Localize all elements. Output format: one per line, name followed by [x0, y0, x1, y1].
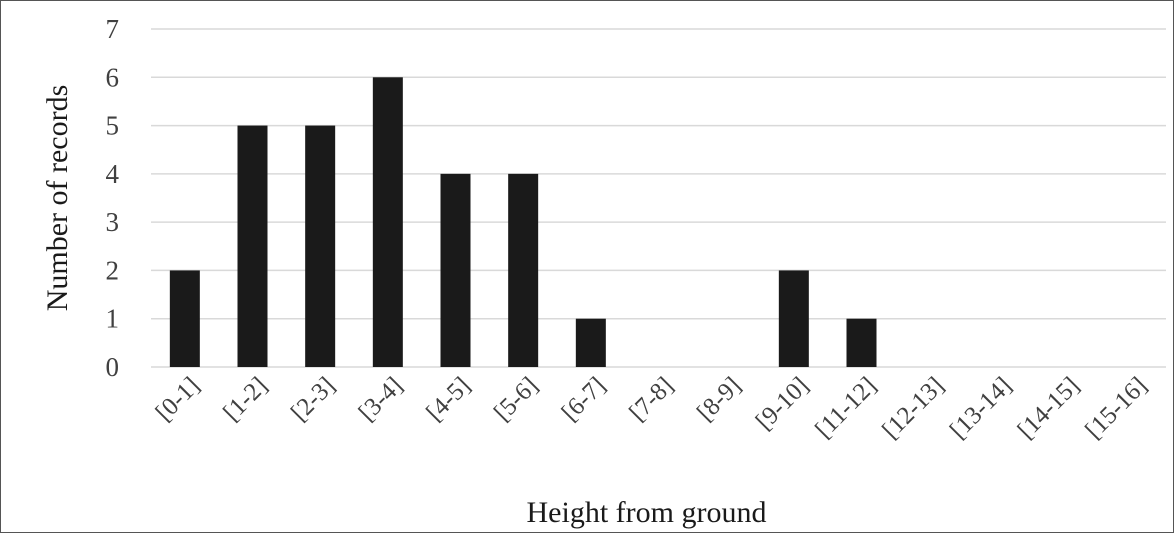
y-tick-label: 0 — [106, 352, 120, 382]
bar-[3-4] — [372, 77, 403, 368]
y-tick-label: 3 — [106, 207, 120, 237]
y-tick-label: 2 — [106, 255, 120, 285]
x-tick-label: [5-6] — [489, 372, 543, 426]
y-axis-title: Number of records — [41, 85, 74, 312]
x-tick-label: [6-7] — [557, 372, 611, 426]
x-tick-label: [2-3] — [286, 372, 340, 426]
bars — [169, 77, 877, 368]
bar-[11-12] — [846, 318, 877, 367]
x-axis-title: Height from ground — [527, 496, 767, 529]
bar-[2-3] — [305, 125, 336, 367]
x-tick-label: [0-1] — [151, 372, 205, 426]
bar-[1-2] — [237, 125, 268, 367]
y-tick-label: 1 — [106, 304, 120, 334]
x-tick-label: [8-9] — [692, 372, 746, 426]
x-axis-ticks: [0-1] [1-2] [2-3] [3-4] [4-5] [5-6] [6-7] [7-8]… — [151, 372, 1153, 444]
y-tick-label: 6 — [106, 62, 120, 92]
bar-[4-5] — [440, 173, 471, 367]
bar-[0-1] — [169, 270, 200, 367]
y-tick-label: 4 — [106, 159, 120, 189]
x-tick-label: [11-12] — [810, 372, 881, 443]
y-tick-label: 5 — [106, 111, 120, 141]
gridlines — [151, 28, 1166, 368]
bar-[9-10] — [778, 270, 809, 367]
x-tick-label: [4-5] — [421, 372, 475, 426]
x-tick-label: [3-4] — [354, 372, 408, 426]
x-tick-label: [13-14] — [945, 372, 1017, 444]
x-tick-label: [9-10] — [751, 372, 814, 435]
x-tick-label: [14-15] — [1013, 372, 1085, 444]
bar-[6-7] — [575, 318, 606, 367]
x-tick-label: [1-2] — [218, 372, 272, 426]
y-axis-ticks: 0 1 2 3 4 5 6 7 — [106, 14, 120, 382]
x-tick-label: [7-8] — [624, 372, 678, 426]
bar-[5-6] — [508, 173, 539, 367]
y-tick-label: 7 — [106, 14, 120, 44]
x-tick-label: [12-13] — [877, 372, 949, 444]
x-tick-label: [15-16] — [1080, 372, 1152, 444]
